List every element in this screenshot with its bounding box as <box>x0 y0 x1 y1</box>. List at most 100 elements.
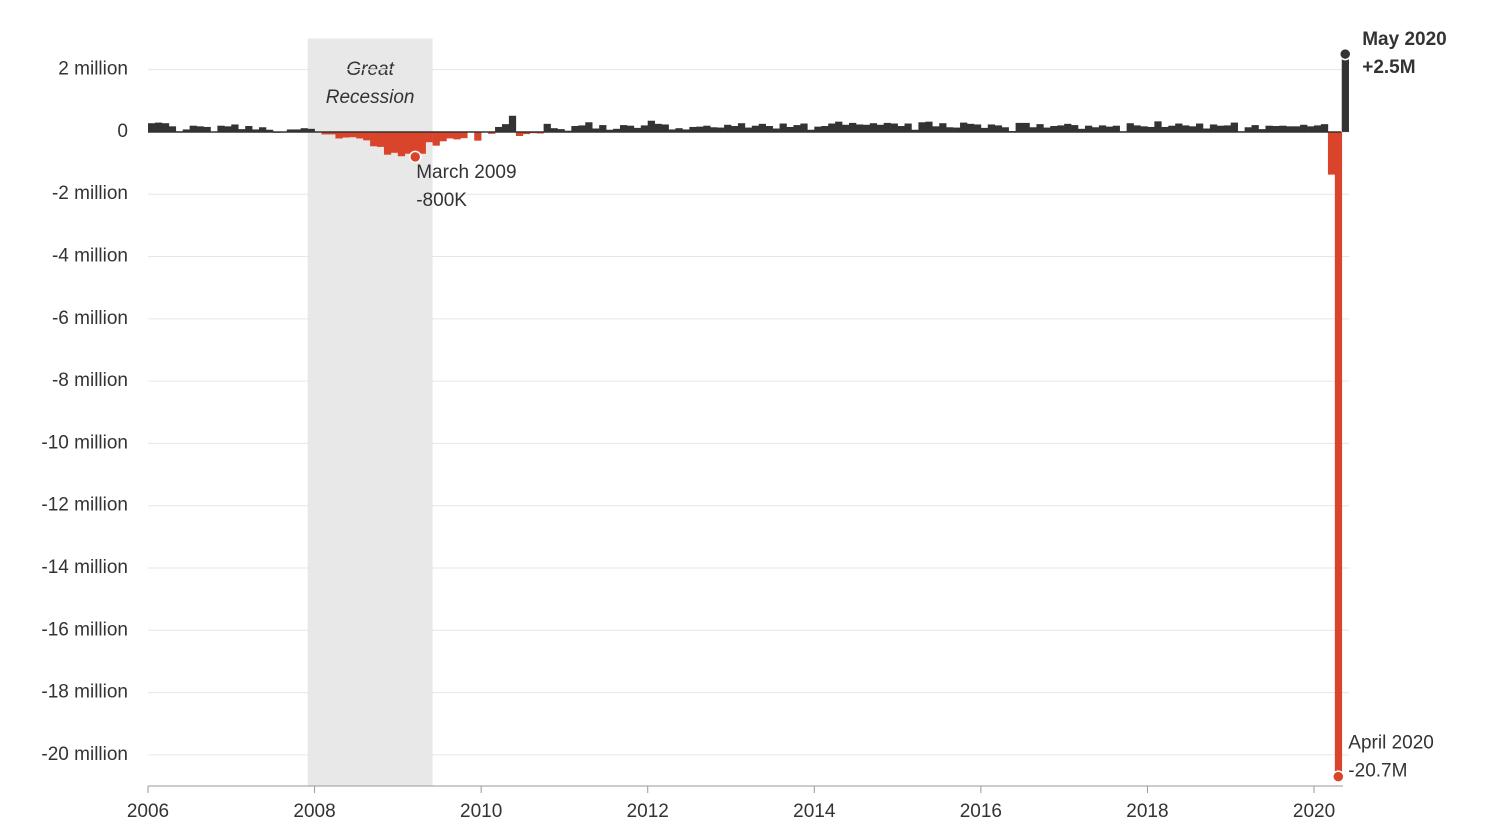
bar <box>1126 123 1134 132</box>
bar <box>973 124 982 132</box>
y-tick-label: -10 million <box>41 432 128 453</box>
bar <box>703 125 711 132</box>
annotation-dot <box>1332 770 1345 783</box>
bar <box>904 123 912 132</box>
y-tick-label: -16 million <box>41 619 128 640</box>
bar <box>953 127 961 132</box>
bar <box>1286 126 1294 132</box>
y-tick-label: -8 million <box>52 370 128 391</box>
bar <box>932 126 940 132</box>
bar <box>1230 122 1238 132</box>
bar <box>682 129 690 132</box>
bar <box>585 122 593 132</box>
bar <box>342 131 350 138</box>
bar <box>994 125 1003 132</box>
bar <box>300 128 308 132</box>
bar <box>1015 122 1023 132</box>
bar <box>1279 125 1287 132</box>
bar <box>536 131 544 134</box>
bar <box>800 123 808 132</box>
bar <box>293 129 301 132</box>
bar <box>543 123 551 132</box>
y-tick-label: -18 million <box>41 682 128 703</box>
bar <box>1182 125 1190 132</box>
bar <box>460 131 468 139</box>
bar <box>960 122 968 132</box>
bar <box>1105 126 1114 132</box>
bar <box>182 129 190 132</box>
bar <box>1161 126 1169 132</box>
bar <box>869 123 878 132</box>
bar <box>154 122 163 132</box>
bar <box>619 125 628 132</box>
bar <box>404 131 413 154</box>
bar <box>377 131 385 147</box>
bar <box>717 127 725 132</box>
bar <box>439 131 447 142</box>
annotation-value: -800K <box>416 190 467 211</box>
annotation-value: +2.5M <box>1362 57 1415 78</box>
bar <box>835 121 843 132</box>
bar <box>751 125 760 132</box>
bar <box>758 123 766 132</box>
bar <box>446 131 454 139</box>
bar <box>557 129 565 132</box>
bar <box>592 128 600 132</box>
bar <box>1175 123 1183 132</box>
bar <box>321 131 329 135</box>
x-tick-label: 2020 <box>1293 801 1335 822</box>
bar <box>675 128 683 132</box>
bar <box>689 126 697 132</box>
bar <box>397 131 406 157</box>
bar <box>168 126 177 132</box>
bar <box>821 126 829 132</box>
bar <box>432 131 440 146</box>
bar <box>599 125 607 132</box>
bar <box>1202 128 1211 132</box>
bar <box>883 122 891 132</box>
y-tick-label: 2 million <box>58 59 128 80</box>
bar <box>946 127 954 132</box>
bar <box>661 124 669 132</box>
bar <box>578 125 586 132</box>
bar <box>876 124 885 132</box>
bar <box>1078 128 1086 132</box>
x-tick-label: 2006 <box>127 801 169 822</box>
bar <box>418 131 426 154</box>
bar <box>238 129 246 132</box>
bar <box>828 123 836 132</box>
bar <box>842 124 850 132</box>
bar <box>1001 127 1009 132</box>
bar <box>1133 125 1141 132</box>
bar <box>1272 126 1280 132</box>
bar <box>918 122 926 132</box>
x-tick-label: 2018 <box>1126 801 1168 822</box>
bar <box>855 124 864 132</box>
bar <box>501 124 510 132</box>
bar <box>737 123 746 132</box>
y-tick-label: -2 million <box>52 183 128 204</box>
bar <box>203 126 211 132</box>
bar <box>245 126 253 132</box>
bar <box>488 131 496 134</box>
y-tick-label: -4 million <box>52 246 128 267</box>
bar <box>696 126 704 132</box>
bar <box>1043 127 1051 132</box>
bar <box>814 126 822 132</box>
bar <box>1098 125 1107 132</box>
bar <box>1057 125 1065 132</box>
bar <box>849 122 857 132</box>
bar <box>626 125 635 132</box>
bar <box>1314 125 1322 132</box>
bar <box>495 126 503 132</box>
x-tick-label: 2012 <box>627 801 669 822</box>
bar <box>1341 54 1349 132</box>
bar <box>1327 131 1336 175</box>
bar <box>786 126 794 132</box>
bar <box>731 126 739 132</box>
bar <box>148 123 156 132</box>
bar <box>522 131 531 135</box>
bar <box>654 123 662 132</box>
